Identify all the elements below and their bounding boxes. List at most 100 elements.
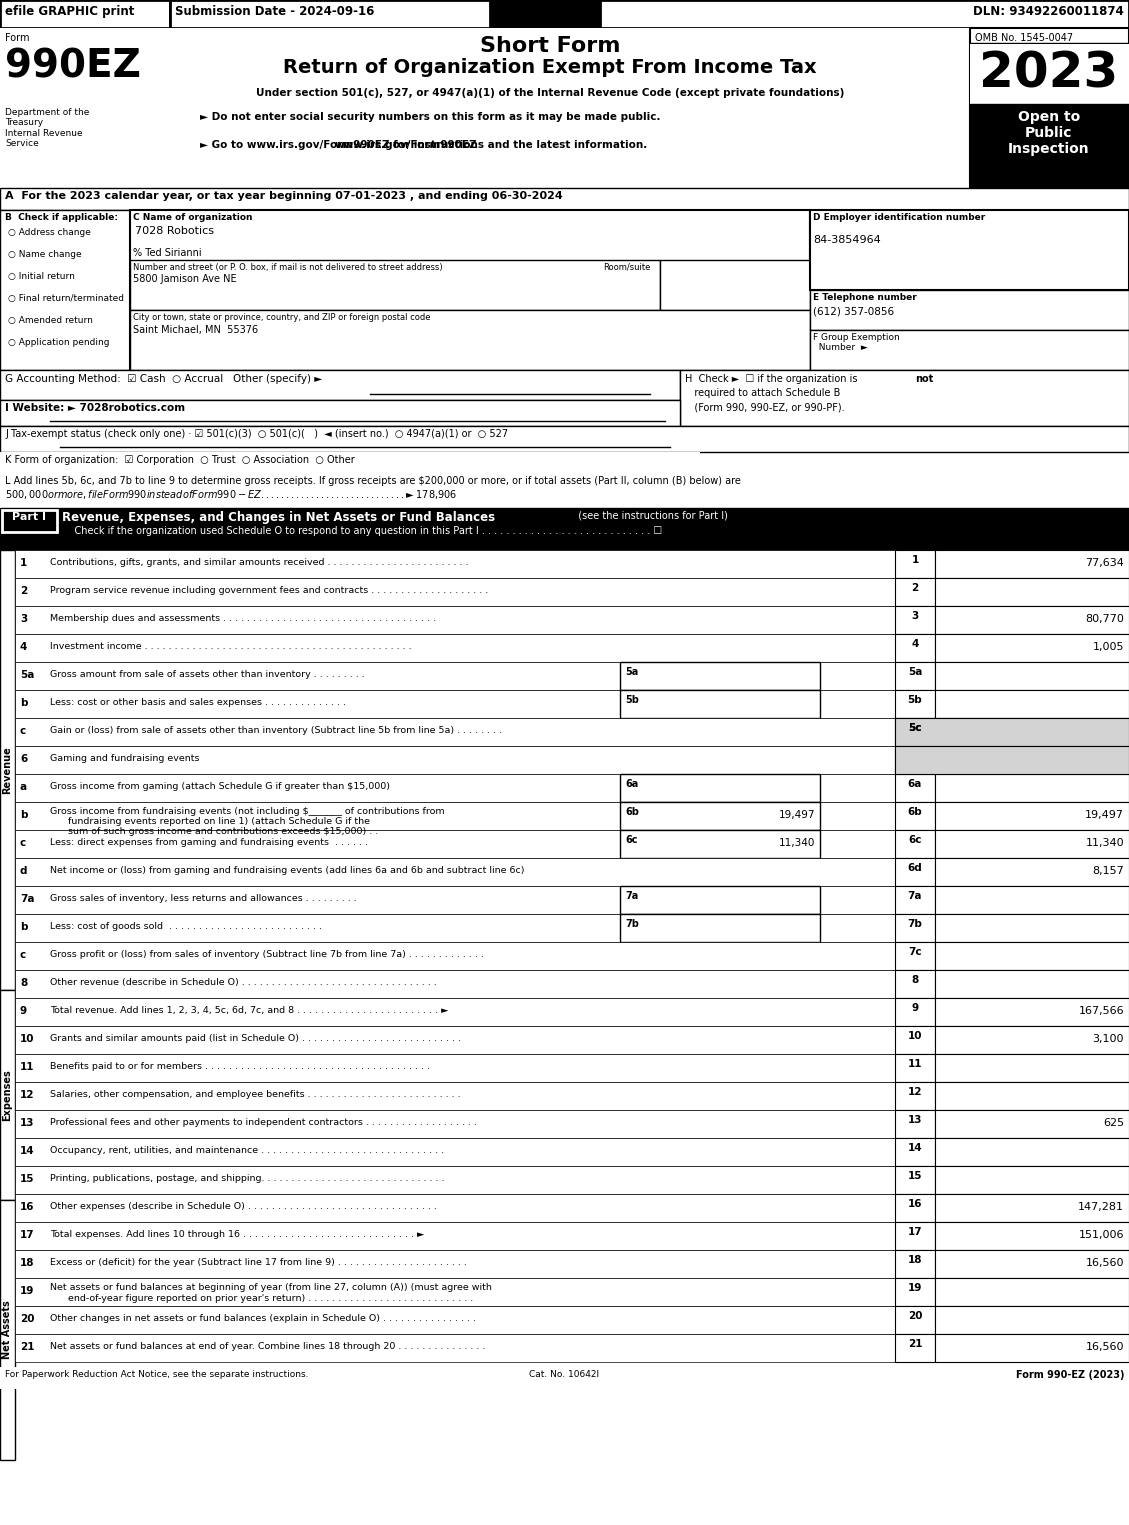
Bar bbox=[895, 942, 935, 970]
Bar bbox=[895, 718, 1129, 746]
Text: 151,006: 151,006 bbox=[1078, 1231, 1124, 1240]
Text: 9: 9 bbox=[20, 1006, 27, 1016]
Text: (612) 357-0856: (612) 357-0856 bbox=[813, 307, 894, 317]
Text: b: b bbox=[20, 698, 27, 708]
Text: 7b: 7b bbox=[625, 920, 639, 929]
Text: Part I: Part I bbox=[12, 512, 46, 522]
Text: 13: 13 bbox=[908, 1115, 922, 1125]
Text: J Tax-exempt status (check only one) · ☑ 501(c)(3)  ○ 501(c)(   )  ◄ (insert no.: J Tax-exempt status (check only one) · ☑… bbox=[5, 429, 508, 439]
Text: 21: 21 bbox=[20, 1342, 35, 1353]
Bar bbox=[15, 746, 1129, 775]
Bar bbox=[895, 802, 935, 830]
Text: Investment income . . . . . . . . . . . . . . . . . . . . . . . . . . . . . . . : Investment income . . . . . . . . . . . … bbox=[50, 642, 412, 651]
Bar bbox=[0, 451, 700, 474]
Bar bbox=[895, 1110, 935, 1138]
Text: Short Form: Short Form bbox=[480, 37, 620, 56]
Bar bbox=[895, 1083, 935, 1110]
Text: Gross income from fundraising events (not including $_______ of contributions fr: Gross income from fundraising events (no… bbox=[50, 807, 445, 816]
Text: 18: 18 bbox=[908, 1255, 922, 1266]
Text: Net assets or fund balances at end of year. Combine lines 18 through 20 . . . . : Net assets or fund balances at end of ye… bbox=[50, 1342, 485, 1351]
Bar bbox=[935, 1110, 1129, 1138]
Bar bbox=[970, 44, 1129, 104]
Text: Less: cost of goods sold  . . . . . . . . . . . . . . . . . . . . . . . . . .: Less: cost of goods sold . . . . . . . .… bbox=[50, 923, 322, 930]
Bar bbox=[895, 1278, 935, 1305]
Text: 11,340: 11,340 bbox=[1085, 839, 1124, 848]
Text: 9: 9 bbox=[911, 1003, 919, 1013]
Text: c: c bbox=[20, 839, 26, 848]
Text: 6c: 6c bbox=[625, 836, 638, 845]
Bar bbox=[0, 188, 1129, 210]
Bar bbox=[970, 27, 1129, 188]
Text: City or town, state or province, country, and ZIP or foreign postal code: City or town, state or province, country… bbox=[133, 313, 430, 322]
Bar bbox=[15, 605, 1129, 634]
Bar bbox=[895, 662, 935, 689]
Bar bbox=[15, 886, 1129, 913]
Bar bbox=[15, 718, 1129, 746]
Text: 3: 3 bbox=[911, 612, 919, 621]
Bar bbox=[895, 1167, 935, 1194]
Bar bbox=[15, 1138, 1129, 1167]
Text: 7028 Robotics: 7028 Robotics bbox=[135, 226, 215, 236]
Text: I Website: ► 7028robotics.com: I Website: ► 7028robotics.com bbox=[5, 403, 185, 413]
Bar bbox=[895, 775, 935, 802]
Bar bbox=[935, 913, 1129, 942]
Text: 12: 12 bbox=[20, 1090, 35, 1100]
Text: 5a: 5a bbox=[20, 669, 34, 680]
Text: Gross sales of inventory, less returns and allowances . . . . . . . . .: Gross sales of inventory, less returns a… bbox=[50, 894, 357, 903]
Bar bbox=[15, 942, 1129, 970]
Text: Number and street (or P. O. box, if mail is not delivered to street address): Number and street (or P. O. box, if mail… bbox=[133, 262, 443, 271]
Text: 5b: 5b bbox=[908, 695, 922, 705]
Bar bbox=[15, 1334, 1129, 1362]
Text: required to attach Schedule B: required to attach Schedule B bbox=[685, 387, 840, 398]
Bar bbox=[15, 970, 1129, 997]
Bar bbox=[130, 259, 660, 310]
Text: Open to
Public
Inspection: Open to Public Inspection bbox=[1008, 110, 1089, 157]
Text: Revenue, Expenses, and Changes in Net Assets or Fund Balances: Revenue, Expenses, and Changes in Net As… bbox=[62, 511, 496, 525]
Text: Form: Form bbox=[5, 34, 29, 43]
Text: K Form of organization:  ☑ Corporation  ○ Trust  ○ Association  ○ Other: K Form of organization: ☑ Corporation ○ … bbox=[5, 454, 355, 465]
Text: OMB No. 1545-0047: OMB No. 1545-0047 bbox=[975, 34, 1074, 43]
Text: 6b: 6b bbox=[625, 807, 639, 817]
Bar bbox=[620, 830, 820, 859]
Text: Gross profit or (loss) from sales of inventory (Subtract line 7b from line 7a) .: Gross profit or (loss) from sales of inv… bbox=[50, 950, 484, 959]
Bar bbox=[15, 1250, 1129, 1278]
Bar bbox=[895, 718, 935, 746]
Text: Gaming and fundraising events: Gaming and fundraising events bbox=[50, 753, 200, 762]
Text: ○ Application pending: ○ Application pending bbox=[8, 339, 110, 348]
Text: Salaries, other compensation, and employee benefits . . . . . . . . . . . . . . : Salaries, other compensation, and employ… bbox=[50, 1090, 461, 1100]
Bar bbox=[0, 0, 170, 27]
Bar bbox=[935, 1250, 1129, 1278]
Text: 13: 13 bbox=[20, 1118, 35, 1128]
Text: Less: direct expenses from gaming and fundraising events  . . . . . .: Less: direct expenses from gaming and fu… bbox=[50, 839, 368, 846]
Bar bbox=[935, 802, 1129, 830]
Bar bbox=[970, 104, 1129, 188]
Text: Return of Organization Exempt From Income Tax: Return of Organization Exempt From Incom… bbox=[283, 58, 816, 76]
Text: Gross amount from sale of assets other than inventory . . . . . . . . .: Gross amount from sale of assets other t… bbox=[50, 669, 365, 679]
Text: sum of such gross income and contributions exceeds $15,000) . .: sum of such gross income and contributio… bbox=[50, 827, 378, 836]
Bar bbox=[599, 0, 1129, 27]
Bar bbox=[895, 1054, 935, 1083]
Text: efile GRAPHIC print: efile GRAPHIC print bbox=[5, 5, 134, 18]
Text: b: b bbox=[20, 810, 27, 820]
Text: H  Check ►  ☐ if the organization is: H Check ► ☐ if the organization is bbox=[685, 374, 860, 384]
Text: ○ Initial return: ○ Initial return bbox=[8, 271, 75, 281]
Text: Total revenue. Add lines 1, 2, 3, 4, 5c, 6d, 7c, and 8 . . . . . . . . . . . . .: Total revenue. Add lines 1, 2, 3, 4, 5c,… bbox=[50, 1006, 448, 1016]
Bar bbox=[935, 1054, 1129, 1083]
Text: 16,560: 16,560 bbox=[1085, 1258, 1124, 1267]
Bar bbox=[15, 913, 1129, 942]
Bar bbox=[895, 1250, 935, 1278]
Text: 6b: 6b bbox=[908, 807, 922, 817]
Text: 5a: 5a bbox=[908, 666, 922, 677]
Text: www.irs.gov/Form990EZ: www.irs.gov/Form990EZ bbox=[335, 140, 478, 149]
Text: 15: 15 bbox=[908, 1171, 922, 1180]
Text: B  Check if applicable:: B Check if applicable: bbox=[5, 214, 119, 223]
Bar bbox=[895, 886, 935, 913]
Text: 8: 8 bbox=[911, 974, 919, 985]
Bar bbox=[620, 802, 820, 830]
Text: Revenue: Revenue bbox=[2, 746, 12, 795]
Text: Check if the organization used Schedule O to respond to any question in this Par: Check if the organization used Schedule … bbox=[62, 526, 662, 535]
Text: 77,634: 77,634 bbox=[1085, 558, 1124, 567]
Text: 19: 19 bbox=[20, 1286, 34, 1296]
Text: ○ Name change: ○ Name change bbox=[8, 250, 81, 259]
Text: a: a bbox=[20, 782, 27, 791]
